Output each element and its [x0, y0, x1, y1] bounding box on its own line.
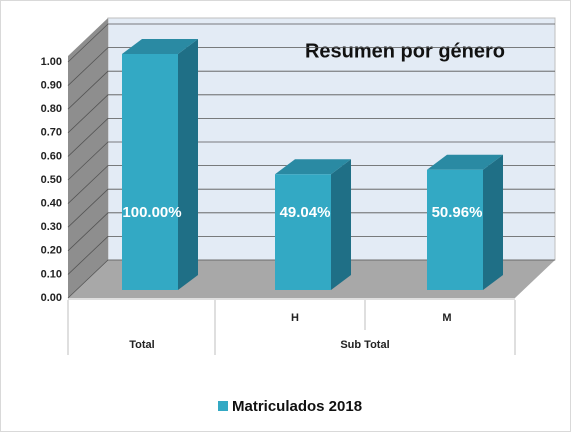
grid-line: [67, 235, 555, 275]
grid-line: [67, 141, 555, 181]
y-tick-label: 0.40: [41, 198, 62, 210]
y-tick-label: 0.90: [41, 80, 62, 92]
y-tick-label: 0.60: [41, 150, 62, 162]
data-label: 49.04%: [280, 204, 331, 221]
grid-line: [67, 165, 555, 204]
grid-line: [67, 23, 555, 63]
y-tick-label: 0.00: [41, 292, 62, 304]
y-tick-label: 0.70: [41, 127, 62, 139]
y-tick-label: 0.20: [41, 245, 62, 257]
grid-line: [67, 70, 555, 110]
y-tick-label: 0.80: [41, 103, 62, 115]
y-tick-label: 1.00: [41, 56, 62, 68]
bar-top: [275, 159, 351, 175]
bar-top: [427, 154, 503, 170]
grid-line: [67, 94, 555, 134]
data-label: 50.96%: [432, 204, 483, 221]
x-tick-label: M: [442, 312, 451, 324]
bar-side: [483, 154, 503, 290]
y-tick-label: 0.30: [41, 221, 62, 233]
grid-line: [67, 212, 555, 252]
grid-line: [67, 259, 555, 299]
bar-side: [331, 159, 351, 290]
y-tick-label: 0.10: [41, 268, 62, 280]
category-group-label: Sub Total: [340, 339, 389, 351]
side-wall: [68, 18, 108, 298]
chart-title: Resumen por género: [305, 40, 505, 62]
legend-label: Matriculados 2018: [232, 398, 362, 415]
bar: [275, 174, 331, 290]
data-label: 100.00%: [122, 204, 181, 221]
grid-line: [67, 118, 555, 157]
bar: [122, 54, 178, 290]
y-tick-label: 0.50: [41, 174, 62, 186]
legend-swatch: [218, 401, 228, 411]
grid-line: [67, 188, 555, 228]
x-tick-label: H: [291, 312, 299, 324]
x-tick-label: Total: [129, 339, 154, 351]
bar: [427, 169, 483, 290]
bar-top: [122, 39, 198, 54]
bar-side: [178, 39, 198, 290]
grid-line: [67, 47, 555, 86]
